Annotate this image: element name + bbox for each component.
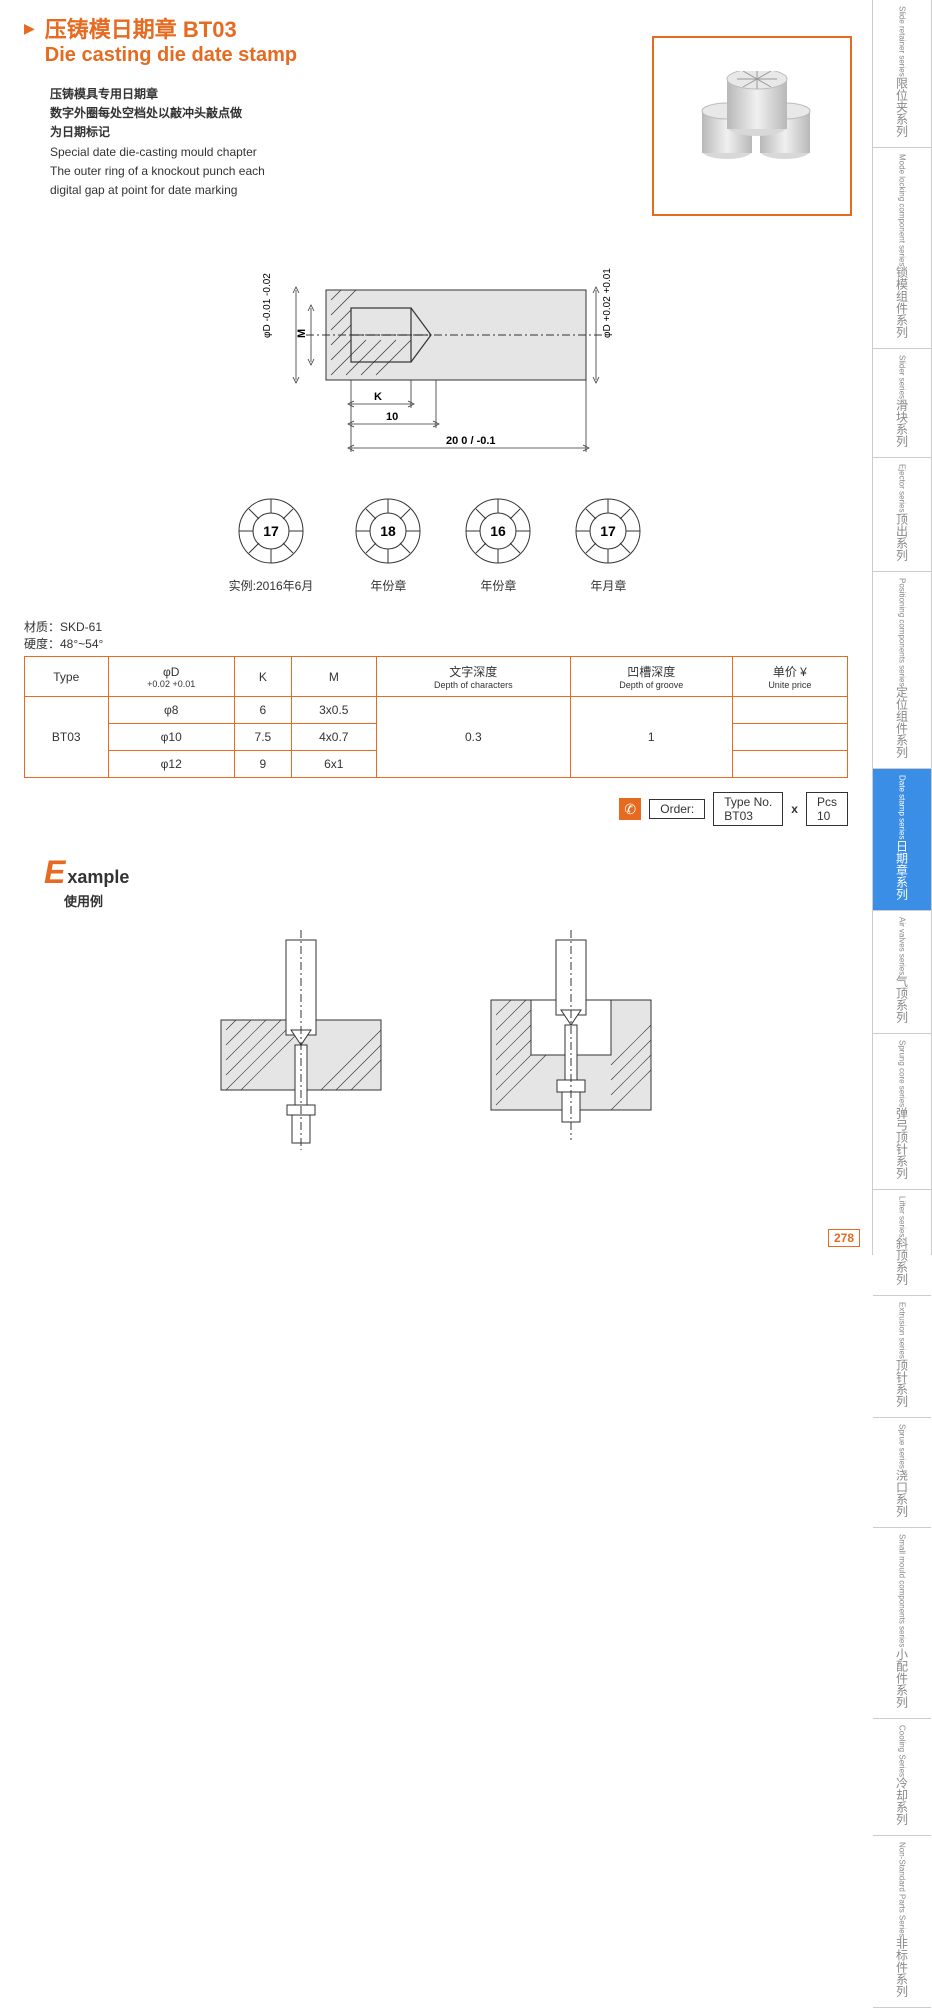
sidebar-tab-7[interactable]: Sprung core series弹弓顶针系列	[873, 1034, 931, 1190]
material-line-2: 硬度：48°~54°	[24, 635, 848, 652]
dim-20: 20 0 / -0.1	[446, 435, 496, 447]
stamp-3: 16 年份章	[463, 496, 533, 594]
dim-left: φD -0.01 -0.02	[262, 273, 273, 338]
stamp-1-label: 实例:2016年6月	[229, 577, 314, 594]
th-type: Type	[25, 657, 109, 697]
stamp-2: 18 年份章	[353, 496, 423, 594]
stamp-4-label: 年月章	[573, 577, 643, 594]
example-diagram-1	[201, 930, 401, 1150]
svg-text:16: 16	[491, 523, 507, 539]
stamp-2-label: 年份章	[353, 577, 423, 594]
order-legend: ✆ Order: Type No. BT03 x Pcs 10	[24, 792, 848, 826]
phone-icon: ✆	[619, 798, 641, 820]
page-number: 278	[828, 1229, 860, 1247]
dim-m: M	[296, 329, 308, 338]
product-photo	[652, 36, 852, 216]
example-diagram-2	[471, 930, 671, 1150]
order-label: Order:	[649, 799, 705, 819]
sidebar-tab-0[interactable]: Slide retainer series限位夹系列	[873, 0, 931, 148]
example-sub: 使用例	[64, 891, 848, 910]
svg-text:17: 17	[601, 523, 617, 539]
sidebar-tab-5[interactable]: Date stamp series日期章系列	[873, 769, 931, 910]
cell-type: BT03	[25, 697, 109, 778]
sidebar-tab-10[interactable]: Sprue series浇口系列	[873, 1418, 931, 1528]
table-row: BT03 φ8 6 3x0.5 0.3 1	[25, 697, 848, 724]
sidebar-tab-13[interactable]: Non-Standard Parts Series非标件系列	[873, 1836, 931, 2008]
th-price: 单价 ¥Unite price	[732, 657, 847, 697]
th-m: M	[291, 657, 376, 697]
dim-k: K	[374, 391, 382, 403]
material-info: 材质：SKD-61 硬度：48°~54°	[24, 618, 848, 652]
th-depth-char: 文字深度Depth of characters	[376, 657, 570, 697]
sidebar-tab-9[interactable]: Extrusion series顶针系列	[873, 1296, 931, 1418]
th-depth-groove: 凹槽深度Depth of groove	[570, 657, 732, 697]
example-section: E xample 使用例	[24, 854, 848, 1150]
title-en: Die casting die date stamp	[45, 44, 297, 67]
technical-drawing: φD -0.01 -0.02 φD +0.02 +0.01 M K 10 20 …	[206, 250, 666, 460]
sidebar-tab-11[interactable]: Small mould components series小配件系列	[873, 1528, 931, 1718]
dim-10: 10	[386, 411, 398, 423]
sidebar-tab-6[interactable]: Air valves series气顶系列	[873, 911, 931, 1034]
title-cn: 压铸模日期章 BT03	[45, 12, 297, 44]
category-sidebar: Slide retainer series限位夹系列Mode locking c…	[872, 0, 932, 1255]
th-d: φD +0.02 +0.01	[108, 657, 234, 697]
svg-text:17: 17	[263, 523, 279, 539]
sidebar-tab-4[interactable]: Positioning components series定位组件系列	[873, 572, 931, 770]
svg-text:18: 18	[381, 523, 397, 539]
stamp-4: 17 年月章	[573, 496, 643, 594]
stamp-3-label: 年份章	[463, 577, 533, 594]
sidebar-tab-3[interactable]: Ejector series顶出系列	[873, 458, 931, 571]
th-k: K	[234, 657, 291, 697]
stamp-row: 17 实例:2016年6月 18 年份章 16 年份章 17 年月章	[24, 496, 848, 594]
stamp-1: 17 实例:2016年6月	[229, 496, 314, 594]
sidebar-tab-2[interactable]: Slider series滑块系列	[873, 349, 931, 458]
spec-table: Type φD +0.02 +0.01 K M 文字深度Depth of cha…	[24, 656, 848, 778]
example-rest: xample	[67, 867, 129, 888]
sidebar-tab-12[interactable]: Cooling Series冷却系列	[873, 1719, 931, 1836]
header-arrow-icon: ▶	[24, 20, 35, 37]
sidebar-tab-8[interactable]: Lifter series斜顶系列	[873, 1190, 931, 1296]
dim-right: φD +0.02 +0.01	[602, 268, 613, 338]
material-line-1: 材质：SKD-61	[24, 618, 848, 635]
example-e: E	[44, 854, 65, 891]
sidebar-tab-1[interactable]: Mode locking component series锁模组件系列	[873, 148, 931, 350]
